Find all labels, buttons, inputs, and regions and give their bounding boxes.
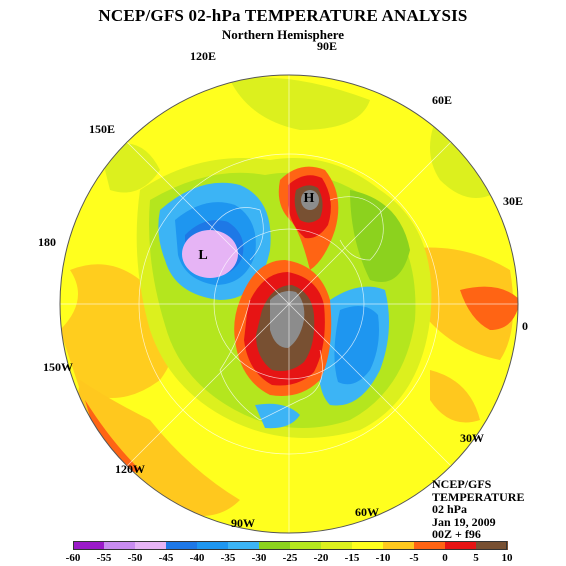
colorbar-cell: [290, 541, 322, 550]
colorbar-cell: [352, 541, 384, 550]
temperature-field: [60, 75, 518, 533]
high-pressure-marker: H: [304, 191, 315, 206]
info-level: 02 hPa: [432, 502, 468, 516]
low-pressure-marker: L: [198, 248, 207, 263]
colorbar-tick-label: 5: [473, 552, 479, 564]
map-info-block: NCEP/GFS TEMPERATURE 02 hPa Jan 19, 2009…: [432, 478, 524, 541]
colorbar-cell: [383, 541, 415, 550]
lon-label-90e: 90E: [317, 39, 338, 53]
colorbar-tick-label: -10: [375, 552, 391, 564]
colorbar-tick-label: -50: [127, 552, 143, 564]
colorbar-tick-label: -15: [344, 552, 360, 564]
lon-label-30e: 30E: [503, 194, 524, 208]
lon-label-60w: 60W: [355, 505, 379, 519]
colorbar-tick-label: -55: [96, 552, 112, 564]
colorbar-tick-label: -45: [158, 552, 174, 564]
colorbar-tick-label: -60: [65, 552, 81, 564]
colorbar-cell: [104, 541, 136, 550]
lon-label-60e: 60E: [432, 93, 453, 107]
colorbar-cell: [228, 541, 260, 550]
lon-label-90w: 90W: [231, 516, 255, 530]
lon-label-150e: 150E: [89, 122, 116, 136]
colorbar-tick-label: 10: [501, 552, 513, 564]
chart-subtitle: Northern Hemisphere: [221, 27, 345, 42]
colorbar-cell: [166, 541, 198, 550]
colorbar-tick-label: 0: [442, 552, 448, 564]
colorbar-tick-label: -25: [282, 552, 298, 564]
colorbar-tick-label: -30: [251, 552, 267, 564]
colorbar-tick-label: -20: [313, 552, 329, 564]
colorbar-border: [73, 541, 507, 550]
colorbar-tick-label: -40: [189, 552, 205, 564]
info-model: NCEP/GFS: [432, 477, 492, 491]
colorbar-cell: [197, 541, 229, 550]
colorbar-cell: [321, 541, 353, 550]
lon-label-180: 180: [38, 235, 56, 249]
colorbar-cell: [259, 541, 291, 550]
colorbar-cell: [445, 541, 477, 550]
colorbar-cell: [414, 541, 446, 550]
lon-label-120w: 120W: [115, 462, 145, 476]
lon-label-0: 0: [522, 319, 528, 333]
lon-label-120e: 120E: [190, 49, 217, 63]
colorbar-tick-label: -35: [220, 552, 236, 564]
info-forecast: 00Z + f96: [432, 527, 481, 541]
info-variable: TEMPERATURE: [432, 489, 525, 504]
colorbar-cell: [135, 541, 167, 550]
colorbar-cell: [73, 541, 105, 550]
colorbar-tick-label: -5: [409, 552, 419, 564]
chart-title: NCEP/GFS 02-hPa TEMPERATURE ANALYSIS: [98, 6, 468, 25]
colorbar-cell: [476, 541, 508, 550]
lon-label-30w: 30W: [460, 431, 484, 445]
lon-label-150w: 150W: [43, 360, 73, 374]
info-date: Jan 19, 2009: [432, 514, 496, 529]
